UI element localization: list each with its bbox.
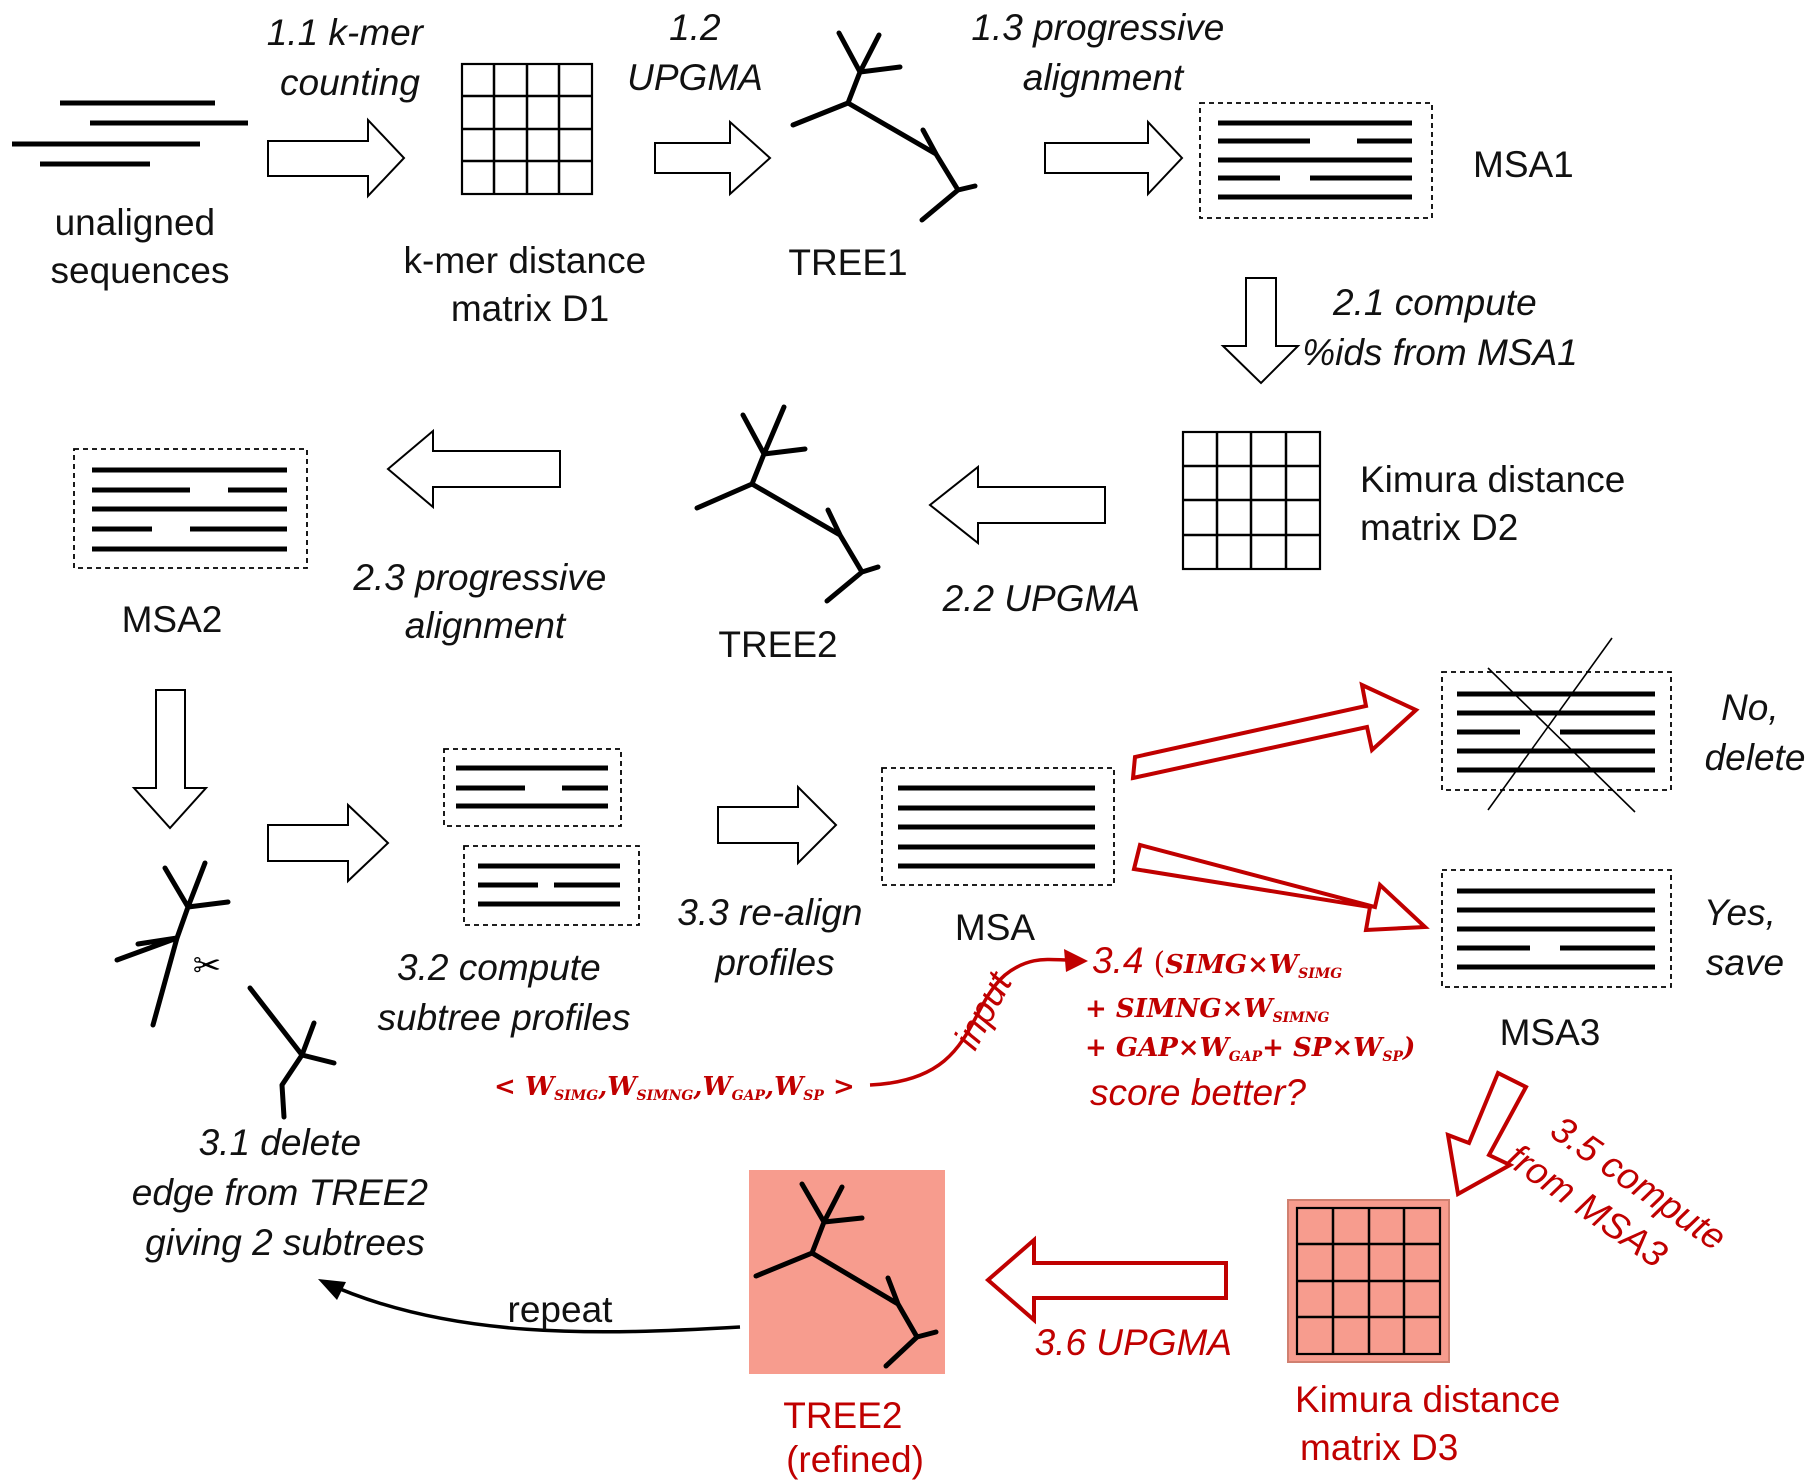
input-curve-arrowhead xyxy=(1064,949,1088,972)
formula-line-2: + SIMNG×WSIMNG xyxy=(1085,994,1330,1026)
tree1-label: TREE1 xyxy=(788,242,907,283)
step-3-1-label: 3.1 delete edge from TREE2 giving 2 subt… xyxy=(132,1122,438,1263)
kimura-distance-matrix-d3 xyxy=(1287,1199,1450,1363)
score-better-label: score better? xyxy=(1090,1072,1306,1113)
step-2-1-label: 2.1 compute %ids from MSA1 xyxy=(1302,282,1578,373)
kimura-distance-matrix-d3-label: Kimura distance matrix D3 xyxy=(1295,1379,1571,1468)
step-1-3-label: 1.3 progressive alignment xyxy=(971,7,1234,98)
yes-save-label: Yes, save xyxy=(1704,892,1786,983)
step-3-2-label: 3.2 compute subtree profiles xyxy=(378,947,631,1038)
step-3-4-label: 3.4 (SIMG×WSIMG xyxy=(1092,940,1342,982)
tree2-icon xyxy=(694,404,881,604)
msa-candidate-icon xyxy=(881,767,1115,886)
step-2-3-arrow xyxy=(386,428,561,510)
cross-out-line-2 xyxy=(1487,667,1636,813)
input-label: input xyxy=(946,964,1021,1056)
unaligned-sequences-label: unaligned sequences xyxy=(51,202,230,291)
repeat-label: repeat xyxy=(508,1289,614,1330)
step-3-5-label: 3.5 compute from MSA3 xyxy=(1499,1096,1742,1303)
kimura-distance-matrix-d2-label: Kimura distance matrix D2 xyxy=(1360,459,1636,548)
step-1-1-label: 1.1 k-mer counting xyxy=(267,12,434,103)
step-3-2-arrow xyxy=(267,802,390,884)
input-curve-arrow xyxy=(869,957,1071,1087)
step-1-3-arrow xyxy=(1044,119,1184,197)
kmer-distance-matrix-label: k-mer distance matrix D1 xyxy=(404,240,657,329)
no-delete-arrow xyxy=(1130,681,1420,781)
formula-line-3: + GAP×WGAP+ SP×WSP) xyxy=(1085,1033,1415,1065)
msa2-icon xyxy=(73,448,308,569)
tree1-icon xyxy=(790,30,978,223)
weights-vector: < WSIMG,WSIMNG,WGAP,WSP > xyxy=(494,1072,855,1104)
unaligned-sequences-icon xyxy=(12,100,248,167)
step-1-2-label: 1.2 UPGMA xyxy=(627,7,763,98)
msa-rejected-icon xyxy=(1441,637,1672,813)
repeat-arrowhead xyxy=(318,1279,346,1300)
msa1-label: MSA1 xyxy=(1473,144,1574,185)
msa-label: MSA xyxy=(955,907,1036,948)
repeat-arrow xyxy=(323,1280,741,1334)
step-2-3-label: 2.3 progressive alignment xyxy=(352,557,616,646)
msa2-down-arrow xyxy=(131,689,209,830)
kmer-distance-matrix-d1 xyxy=(460,62,594,196)
step-3-5-arrow xyxy=(1445,1070,1529,1198)
split-tree-icon xyxy=(114,860,337,1120)
tree2-label: TREE2 xyxy=(718,624,837,665)
step-3-3-arrow xyxy=(717,784,838,866)
tree2-refined-icon xyxy=(749,1170,945,1374)
step-3-6-label: 3.6 UPGMA xyxy=(1035,1322,1232,1363)
no-delete-label: No, delete xyxy=(1705,687,1806,778)
kimura-distance-matrix-d2 xyxy=(1181,430,1322,571)
step-2-2-arrow xyxy=(928,464,1106,546)
msa3-icon xyxy=(1441,869,1672,988)
scissors-icon: ✂ xyxy=(193,947,222,985)
msa1-icon xyxy=(1199,102,1433,219)
step-3-6-arrow xyxy=(984,1235,1228,1325)
step-1-1-arrow xyxy=(267,117,406,199)
cross-out-line-1 xyxy=(1487,637,1613,811)
step-2-2-label: 2.2 UPGMA xyxy=(942,578,1140,619)
msa3-label: MSA3 xyxy=(1500,1012,1601,1053)
step-2-1-arrow xyxy=(1220,277,1301,385)
tree2-refined-label: TREE2 (refined) xyxy=(783,1395,924,1480)
step-3-3-label: 3.3 re-align profiles xyxy=(677,892,872,983)
msa2-label: MSA2 xyxy=(122,599,223,640)
step-1-2-arrow xyxy=(654,119,772,197)
subtree-profiles-icon xyxy=(443,748,640,926)
yes-save-arrow xyxy=(1131,842,1430,933)
